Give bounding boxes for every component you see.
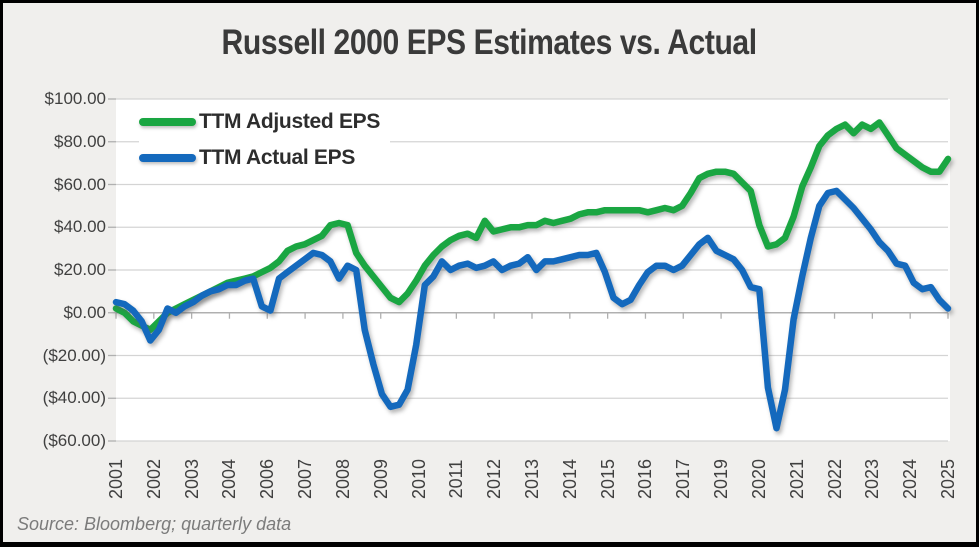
y-tick-label: $60.00 xyxy=(54,174,106,194)
legend-label-adjusted: TTM Adjusted EPS xyxy=(199,109,381,133)
y-tick-label: $80.00 xyxy=(54,131,106,151)
x-tick-label: 2007 xyxy=(295,458,316,500)
x-tick-label: 2008 xyxy=(332,458,353,500)
legend-item-actual: TTM Actual EPS xyxy=(139,141,391,174)
x-tick-label: 2010 xyxy=(408,458,429,500)
x-tick-label: 2024 xyxy=(900,458,921,500)
chart-title: Russell 2000 EPS Estimates vs. Actual xyxy=(3,23,976,63)
x-tick-label: 2004 xyxy=(219,458,240,500)
legend-label-actual: TTM Actual EPS xyxy=(199,145,356,169)
y-tick-label: $0.00 xyxy=(63,302,106,322)
y-tick-label: ($60.00) xyxy=(42,431,106,450)
source-note: Source: Bloomberg; quarterly data xyxy=(17,514,292,534)
y-tick-label: ($40.00) xyxy=(42,388,106,408)
legend-swatch-actual-icon xyxy=(139,153,196,162)
x-tick-label: 2019 xyxy=(711,458,732,500)
chart-title-text: Russell 2000 EPS Estimates vs. Actual xyxy=(221,23,758,62)
legend-swatch-adjusted-icon xyxy=(139,117,196,126)
x-tick-label: 2017 xyxy=(673,458,694,500)
x-tick-label: 2016 xyxy=(635,458,656,500)
x-tick-label: 2011 xyxy=(446,459,467,499)
y-tick-label: $40.00 xyxy=(54,217,106,237)
x-tick-label: 2002 xyxy=(143,458,164,500)
x-tick-label: 2003 xyxy=(181,458,202,500)
x-tick-label: 2025 xyxy=(938,458,958,500)
x-tick-label: 2006 xyxy=(257,458,278,500)
x-tick-label: 2020 xyxy=(748,458,769,500)
legend: TTM Adjusted EPS TTM Actual EPS xyxy=(139,105,391,177)
y-tick-label: $20.00 xyxy=(54,260,106,279)
y-tick-label: ($20.00) xyxy=(42,345,106,365)
x-tick-label: 2009 xyxy=(370,458,391,500)
x-tick-label: 2012 xyxy=(484,458,505,500)
x-tick-label: 2021 xyxy=(786,458,807,500)
x-tick-label: 2001 xyxy=(106,458,126,500)
legend-item-adjusted: TTM Adjusted EPS xyxy=(139,105,391,138)
x-tick-label: 2023 xyxy=(862,458,883,500)
x-tick-label: 2015 xyxy=(597,458,618,500)
x-tick-label: 2013 xyxy=(522,458,542,500)
series-line-actual xyxy=(112,187,952,432)
x-tick-label: 2022 xyxy=(824,458,845,500)
x-tick-label: 2014 xyxy=(559,458,580,500)
y-tick-label: $100.00 xyxy=(44,89,106,108)
